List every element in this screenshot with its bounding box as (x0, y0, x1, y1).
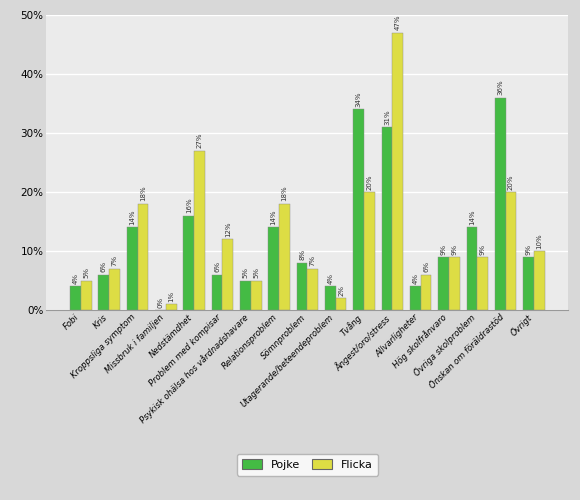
Bar (364, 192, 375, 310)
Bar (325, 286, 336, 310)
Bar (382, 127, 392, 310)
Text: 31%: 31% (384, 109, 390, 124)
Bar (269, 228, 279, 310)
Text: 36%: 36% (497, 80, 503, 95)
Text: 18%: 18% (140, 186, 146, 202)
Text: 5%: 5% (253, 267, 259, 278)
Legend: Pojke, Flicka: Pojke, Flicka (237, 454, 378, 475)
Text: 8%: 8% (299, 250, 305, 260)
Bar (353, 110, 364, 310)
Bar (477, 257, 488, 310)
Text: 12%: 12% (225, 222, 231, 237)
Bar (307, 268, 318, 310)
Bar (70, 286, 81, 310)
Text: 14%: 14% (129, 210, 135, 225)
Bar (410, 286, 420, 310)
Text: 47%: 47% (395, 15, 401, 30)
Text: 4%: 4% (72, 273, 78, 284)
Bar (534, 251, 545, 310)
Bar (449, 257, 460, 310)
Bar (99, 274, 109, 310)
Text: 7%: 7% (111, 255, 118, 266)
Bar (223, 239, 233, 310)
Bar (392, 32, 403, 310)
Text: 27%: 27% (197, 133, 202, 148)
Bar (194, 150, 205, 310)
Text: 9%: 9% (480, 244, 485, 254)
Text: 9%: 9% (451, 244, 458, 254)
Bar (466, 228, 477, 310)
Text: 20%: 20% (508, 174, 514, 190)
Bar (137, 204, 148, 310)
Bar (81, 280, 92, 310)
Text: 20%: 20% (367, 174, 372, 190)
Text: 16%: 16% (186, 198, 192, 213)
Bar (109, 268, 120, 310)
Text: 6%: 6% (423, 261, 429, 272)
Text: 1%: 1% (168, 290, 174, 302)
Bar (495, 98, 506, 310)
Bar (183, 216, 194, 310)
Bar (506, 192, 516, 310)
Text: 0%: 0% (157, 296, 164, 308)
Bar (251, 280, 262, 310)
Text: 9%: 9% (441, 244, 447, 254)
Text: 18%: 18% (281, 186, 288, 202)
Bar (127, 228, 137, 310)
Text: 4%: 4% (412, 273, 418, 284)
Bar (438, 257, 449, 310)
Bar (240, 280, 251, 310)
Text: 6%: 6% (101, 261, 107, 272)
Text: 5%: 5% (242, 267, 248, 278)
Bar (420, 274, 432, 310)
Text: 5%: 5% (84, 267, 89, 278)
Bar (166, 304, 176, 310)
Bar (279, 204, 290, 310)
Text: 34%: 34% (356, 92, 362, 107)
Text: 10%: 10% (536, 233, 542, 248)
Text: 2%: 2% (338, 285, 344, 296)
Text: 9%: 9% (525, 244, 531, 254)
Bar (336, 298, 346, 310)
Text: 6%: 6% (214, 261, 220, 272)
Bar (523, 257, 534, 310)
Text: 14%: 14% (271, 210, 277, 225)
Bar (212, 274, 223, 310)
Text: 14%: 14% (469, 210, 475, 225)
Text: 7%: 7% (310, 255, 316, 266)
Text: 4%: 4% (327, 273, 333, 284)
Bar (296, 263, 307, 310)
